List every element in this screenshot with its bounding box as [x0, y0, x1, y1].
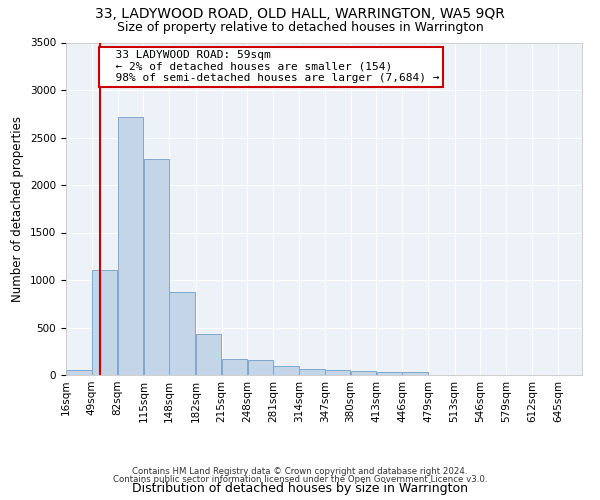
Bar: [351, 371, 376, 375]
Bar: [377, 372, 402, 375]
Bar: [325, 370, 350, 375]
Bar: [196, 334, 221, 375]
Bar: [169, 292, 195, 375]
Text: Distribution of detached houses by size in Warrington: Distribution of detached houses by size …: [132, 482, 468, 495]
Bar: [118, 116, 143, 375]
Text: 33 LADYWOOD ROAD: 59sqm
  ← 2% of detached houses are smaller (154)
  98% of sem: 33 LADYWOOD ROAD: 59sqm ← 2% of detached…: [102, 50, 439, 84]
Text: 33, LADYWOOD ROAD, OLD HALL, WARRINGTON, WA5 9QR: 33, LADYWOOD ROAD, OLD HALL, WARRINGTON,…: [95, 8, 505, 22]
Text: Contains HM Land Registry data © Crown copyright and database right 2024.: Contains HM Land Registry data © Crown c…: [132, 467, 468, 476]
Bar: [299, 369, 325, 375]
Bar: [66, 370, 92, 375]
Bar: [248, 360, 273, 375]
Bar: [92, 270, 118, 375]
Bar: [274, 366, 299, 375]
Text: Contains public sector information licensed under the Open Government Licence v3: Contains public sector information licen…: [113, 475, 487, 484]
Text: Size of property relative to detached houses in Warrington: Size of property relative to detached ho…: [116, 22, 484, 35]
Bar: [403, 372, 428, 375]
Bar: [143, 160, 169, 375]
Y-axis label: Number of detached properties: Number of detached properties: [11, 116, 25, 302]
Bar: [222, 360, 247, 375]
